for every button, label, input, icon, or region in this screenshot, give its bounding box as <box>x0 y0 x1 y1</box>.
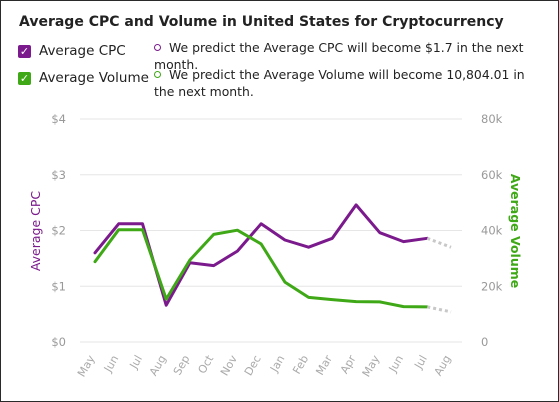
x-tick-label: Feb <box>290 353 311 376</box>
prediction-volume: We predict the Average Volume will becom… <box>154 66 544 100</box>
y-axis-right-label: Average Volume <box>508 174 523 289</box>
x-tick-label: Jun <box>386 353 406 375</box>
y-left-tick-label: $1 <box>51 279 66 293</box>
x-tick-label: Sep <box>171 353 193 377</box>
y-left-tick-label: $3 <box>51 168 66 182</box>
prediction-cpc: We predict the Average CPC will become $… <box>154 39 544 73</box>
legend-item-volume[interactable]: ✓ Average Volume <box>18 70 149 86</box>
x-tick-label: Nov <box>218 353 240 379</box>
x-tick-label: Mar <box>313 353 335 378</box>
y-left-tick-label: $2 <box>51 224 66 238</box>
legend-label-volume: Average Volume <box>39 70 149 86</box>
x-tick-label: Apr <box>338 353 359 376</box>
legend-label-cpc: Average CPC <box>39 43 126 59</box>
series-lines <box>93 203 452 314</box>
x-tick-label: Aug <box>432 353 454 378</box>
circle-icon <box>154 44 161 51</box>
check-icon: ✓ <box>18 44 31 58</box>
x-tick-label: Dec <box>242 353 264 378</box>
x-tick-label: Jul <box>411 353 429 372</box>
series-line-cpc <box>93 203 429 307</box>
series-line-volume <box>93 228 429 309</box>
y-right-tick-label: 80k <box>481 112 503 126</box>
y-right-tick-label: 40k <box>481 224 503 238</box>
y-left-tick-label: $4 <box>51 112 66 126</box>
y-axis-left-label: Average CPC <box>28 191 43 272</box>
x-tick-label: May <box>75 353 98 380</box>
legend-item-cpc[interactable]: ✓ Average CPC <box>18 43 126 59</box>
chart-title: Average CPC and Volume in United States … <box>19 14 504 30</box>
y-left-tick-label: $0 <box>51 335 66 349</box>
prediction-cpc-text: We predict the Average CPC will become $… <box>154 40 524 72</box>
prediction-volume-text: We predict the Average Volume will becom… <box>154 67 525 99</box>
y-right-tick-label: 0 <box>481 335 488 349</box>
circle-icon <box>154 71 161 78</box>
x-tick-label: Jun <box>101 353 121 375</box>
forecast-line-cpc <box>426 236 452 249</box>
y-right-tick-label: 20k <box>481 279 503 293</box>
x-tick-label: Jan <box>267 353 287 375</box>
check-icon: ✓ <box>18 71 31 85</box>
y-right-tick-label: 60k <box>481 168 503 182</box>
x-tick-label: May <box>360 353 383 380</box>
x-tick-label: Aug <box>147 353 169 378</box>
x-tick-label: Oct <box>195 352 216 376</box>
x-tick-label: Jul <box>127 353 145 372</box>
forecast-line-volume <box>426 305 452 314</box>
